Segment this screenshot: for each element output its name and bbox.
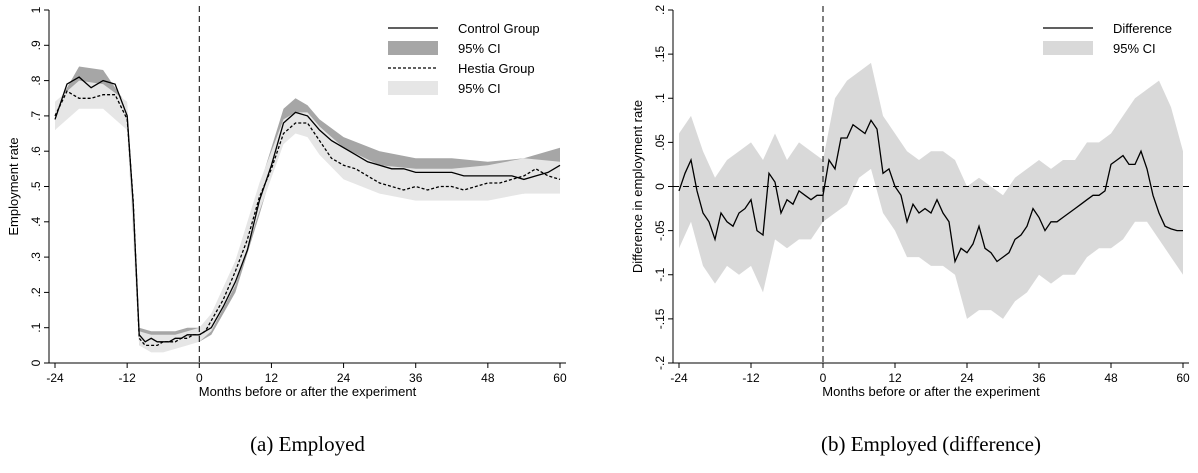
x-tick-label: 48 [481,371,495,385]
y-tick-label: .1 [29,322,43,332]
legend-key-band [1043,41,1093,55]
x-axis-title: Months before or after the experiment [822,384,1040,399]
y-tick-label: -.15 [653,308,667,329]
y-tick-label: .2 [653,5,667,15]
series-line-0 [678,118,1183,264]
y-tick-label: 0 [29,359,43,366]
ci-band-1 [55,66,560,349]
x-tick-label: 48 [1104,371,1118,385]
x-tick-label: 36 [409,371,423,385]
x-tick-label: 60 [553,371,567,385]
ci-band-1 [679,62,1183,319]
legend-label: Difference [1113,21,1172,36]
y-axis-title: Difference in employment rate [630,100,645,273]
legend-label: 95% CI [458,41,501,56]
x-tick-label: 60 [1176,371,1190,385]
x-tick-label: 0 [196,371,203,385]
x-tick-label: 0 [820,371,827,385]
x-tick-label: -12 [118,371,136,385]
x-axis-title: Months before or after the experiment [199,384,417,399]
y-tick-label: .1 [653,93,667,103]
x-tick-label: -12 [742,371,760,385]
panel-caption: (a) Employed [250,432,365,456]
x-tick-label: 12 [265,371,279,385]
legend-label: 95% CI [1113,41,1156,56]
y-tick-label: .15 [653,45,667,62]
y-tick-label: .9 [29,40,43,50]
y-tick-label: .4 [29,216,43,226]
y-tick-label: 1 [29,6,43,13]
y-tick-label: .05 [653,134,667,151]
y-axis-title: Employment rate [6,137,21,235]
y-tick-label: 0 [653,183,667,190]
x-tick-label: 36 [1032,371,1046,385]
panel-caption: (b) Employed (difference) [821,432,1041,456]
legend-key-band [388,41,438,55]
y-tick-label: -.2 [653,356,667,370]
x-tick-label: 24 [337,371,351,385]
x-tick-label: 24 [960,371,974,385]
legend-label: Hestia Group [458,61,535,76]
series-line-2 [54,90,561,347]
panel-employed-difference: -24 -12 0 12 24 36 48 60 -.2 -.15 -.1 -.05 0 .05 .1 .15… [630,5,1190,456]
series-line-0 [54,76,561,343]
legend-label: 95% CI [458,81,501,96]
legend-key-band [388,81,438,95]
y-tick-label: .2 [29,287,43,297]
x-tick-label: -24 [46,371,64,385]
y-tick-label: .6 [29,146,43,156]
legend-label: Control Group [458,21,540,36]
x-tick-label: -24 [670,371,688,385]
y-tick-label: .8 [29,75,43,85]
y-tick-label: -.1 [653,267,667,281]
y-tick-label: .5 [29,181,43,191]
ci-band-3 [55,80,560,353]
y-tick-label: .3 [29,252,43,262]
y-tick-label: -.05 [653,220,667,241]
panel-employed: -24 -12 0 12 24 36 48 60 0 .1 .2 .3 .4 .5 .6 .7 .8 .9 1 Mon… [6,6,567,456]
x-tick-label: 12 [888,371,902,385]
y-tick-label: .7 [29,111,43,121]
